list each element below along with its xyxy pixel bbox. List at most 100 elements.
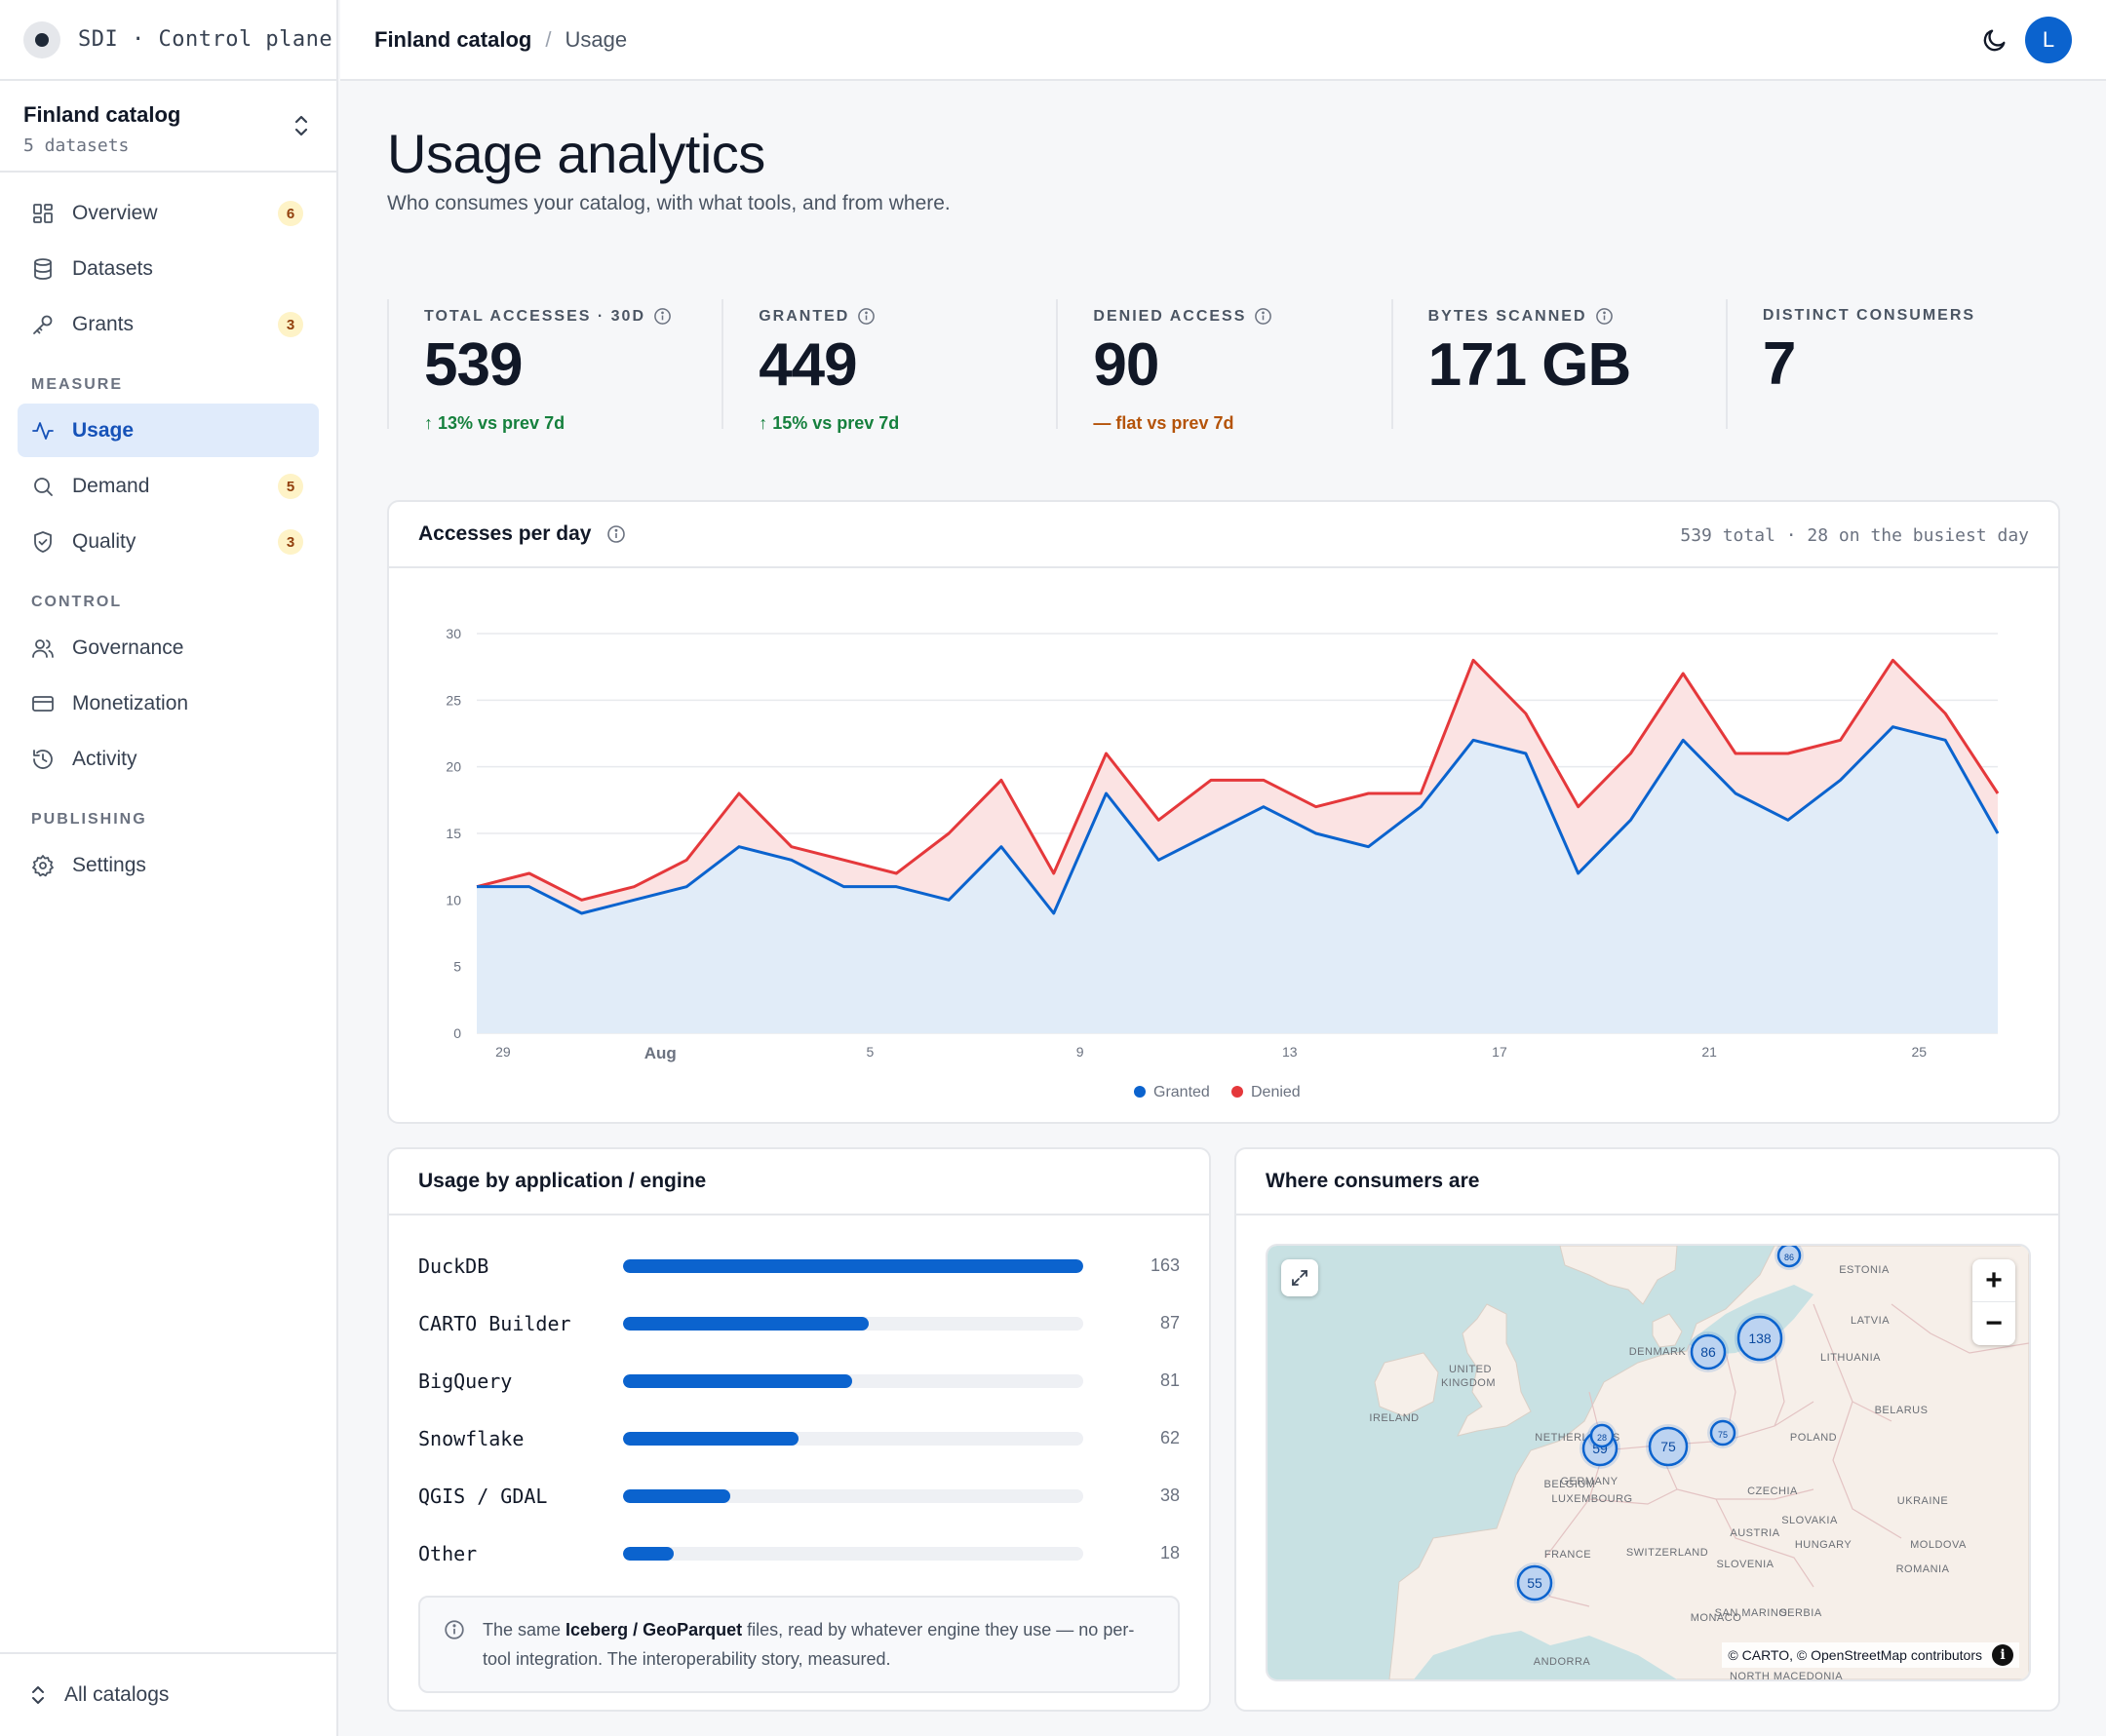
map-cluster-marker[interactable] (1589, 1423, 1615, 1448)
sidebar-item-overview[interactable]: Overview 6 (18, 186, 319, 240)
sidebar-item-label: Settings (72, 853, 146, 876)
nav-section-control: CONTROL (31, 594, 123, 610)
app-count: 163 (1150, 1255, 1180, 1275)
search-icon (34, 477, 53, 496)
count-badge: 6 (278, 201, 303, 226)
info-icon[interactable] (653, 307, 672, 326)
map-cluster-count: 75 (1718, 1430, 1728, 1440)
app-name: Other (418, 1541, 478, 1565)
map-cluster-count: 28 (1597, 1433, 1607, 1443)
app-count: 62 (1159, 1428, 1180, 1447)
map-cluster-count: 75 (1660, 1439, 1676, 1454)
sidebar-item-label: Overview (72, 201, 158, 224)
sidebar-item-label: Quality (72, 529, 136, 553)
kpi-delta: ↑ 15% vs prev 7d (759, 413, 900, 433)
map-cluster-marker[interactable] (1776, 1246, 1802, 1268)
kpi-delta: — flat vs prev 7d (1093, 413, 1234, 433)
x-tick-label: 5 (867, 1044, 875, 1060)
map-place-label: DENMARK (1629, 1346, 1687, 1358)
main-content: Usage analytics Who consumes your catalo… (340, 83, 2106, 1736)
card-header: Accesses per day 539 total · 28 on the b… (389, 502, 2058, 568)
y-tick-label: 25 (446, 692, 461, 708)
info-icon[interactable] (1254, 307, 1272, 326)
all-catalogs-link[interactable]: All catalogs (0, 1652, 336, 1736)
x-tick-label: 21 (1701, 1044, 1717, 1060)
expand-icon (1292, 1270, 1307, 1286)
map-place-label: SWITZERLAND (1626, 1547, 1708, 1559)
breadcrumb-catalog[interactable]: Finland catalog (374, 26, 532, 52)
x-tick-label: Aug (644, 1044, 677, 1062)
map-place-label: KINGDOM (1441, 1377, 1496, 1389)
sidebar-item-quality[interactable]: Quality 3 (18, 515, 319, 568)
map-place-label: ESTONIA (1839, 1264, 1890, 1276)
info-icon[interactable] (857, 307, 876, 326)
accesses-per-day-card: Accesses per day 539 total · 28 on the b… (387, 500, 2060, 1124)
nav-section-measure: MEASURE (31, 376, 124, 393)
map-place-label: LITHUANIA (1820, 1352, 1881, 1364)
consumer-map[interactable]: ESTONIA LATVIA LITHUANIA BELARUS POLAND UKRAI… (1266, 1244, 2031, 1681)
denied-line (476, 658, 2000, 902)
map-cluster-count: 138 (1748, 1331, 1772, 1346)
fullscreen-button[interactable] (1281, 1259, 1318, 1296)
list-item: BigQuery 81 (418, 1352, 1180, 1409)
map-place-label: POLAND (1790, 1432, 1837, 1444)
card-title: Where consumers are (1266, 1170, 1480, 1192)
app-count: 87 (1159, 1313, 1180, 1332)
map-place-labels: ESTONIA LATVIA LITHUANIA BELARUS POLAND UKRAI… (1369, 1246, 1966, 1679)
usage-bar-fill (623, 1546, 675, 1561)
map-place-label: LUXEMBOURG (1551, 1493, 1632, 1505)
sidebar-item-settings[interactable]: Settings (18, 838, 319, 892)
activity-icon (32, 421, 54, 440)
card-header: Usage by application / engine (389, 1149, 1209, 1215)
usage-bar-track (623, 1546, 1083, 1561)
kpi-denied: DENIED ACCESS 90 — flat vs prev 7d (1056, 299, 1390, 433)
app-count: 81 (1159, 1370, 1180, 1390)
note-text-post: files, read by whatever engine they use … (483, 1620, 1135, 1669)
app-count: 18 (1159, 1543, 1180, 1562)
map-place-label: SLOVAKIA (1781, 1515, 1838, 1526)
list-item: Snowflake 62 (418, 1409, 1180, 1467)
sidebar-item-grants[interactable]: Grants 3 (18, 297, 319, 351)
map-cluster-marker[interactable] (1709, 1419, 1736, 1447)
info-icon[interactable] (1595, 307, 1614, 326)
list-item: CARTO Builder 87 (418, 1294, 1180, 1352)
map-cluster-marker[interactable] (1690, 1333, 1727, 1370)
kpi-delta: ↑ 13% vs prev 7d (424, 413, 566, 433)
attribution-info-icon[interactable]: i (1992, 1644, 2013, 1666)
map-place-label: BELARUS (1875, 1405, 1929, 1416)
kpi-label: DENIED ACCESS (1093, 307, 1247, 325)
sidebar-item-usage[interactable]: Usage (18, 404, 319, 457)
sidebar-item-governance[interactable]: Governance (18, 621, 319, 675)
catalog-switcher[interactable]: Finland catalog 5 datasets (0, 81, 336, 173)
sidebar-item-monetization[interactable]: Monetization (18, 676, 319, 730)
breadcrumb: Finland catalog / Usage (374, 27, 627, 53)
users-icon (32, 638, 54, 658)
country-borders (1530, 1303, 2029, 1607)
zoom-in-button[interactable]: + (1972, 1259, 2015, 1302)
sidebar-item-datasets[interactable]: Datasets (18, 242, 319, 295)
sidebar-item-label: Activity (72, 747, 137, 770)
count-badge: 3 (278, 529, 303, 555)
map-cluster-marker[interactable] (1648, 1426, 1689, 1467)
y-tick-label: 5 (453, 959, 461, 975)
map-clusters[interactable]: 13886757559558628 (1514, 1246, 1804, 1603)
osm-link[interactable]: OpenStreetMap (1811, 1647, 1907, 1663)
map-place-label: CZECHIA (1747, 1485, 1798, 1497)
map-cluster-marker[interactable] (1516, 1564, 1553, 1601)
attribution-text: © CARTO, © OpenStreetMap contributors (1728, 1647, 1982, 1663)
application-list: DuckDB 163 CARTO Builder 87 BigQuery 81 Sno… (389, 1215, 1209, 1582)
map-cluster-count: 86 (1784, 1253, 1794, 1262)
moon-icon[interactable] (1981, 26, 2008, 54)
map-canvas[interactable]: ESTONIA LATVIA LITHUANIA BELARUS POLAND UKRAI… (1268, 1246, 2029, 1679)
sidebar-item-activity[interactable]: Activity (18, 732, 319, 786)
app-name: Snowflake (418, 1426, 525, 1450)
avatar[interactable]: L (2025, 17, 2072, 63)
interoperability-note: The same Iceberg / GeoParquet files, rea… (418, 1596, 1180, 1693)
breadcrumb-current: Usage (565, 26, 628, 52)
sidebar-item-demand[interactable]: Demand 5 (18, 459, 319, 513)
usage-bar-fill (623, 1431, 799, 1446)
legend-label-denied: Denied (1251, 1084, 1301, 1100)
map-cluster-marker[interactable] (1736, 1315, 1783, 1362)
info-icon[interactable] (606, 524, 626, 544)
zoom-out-button[interactable]: − (1985, 1307, 2003, 1339)
